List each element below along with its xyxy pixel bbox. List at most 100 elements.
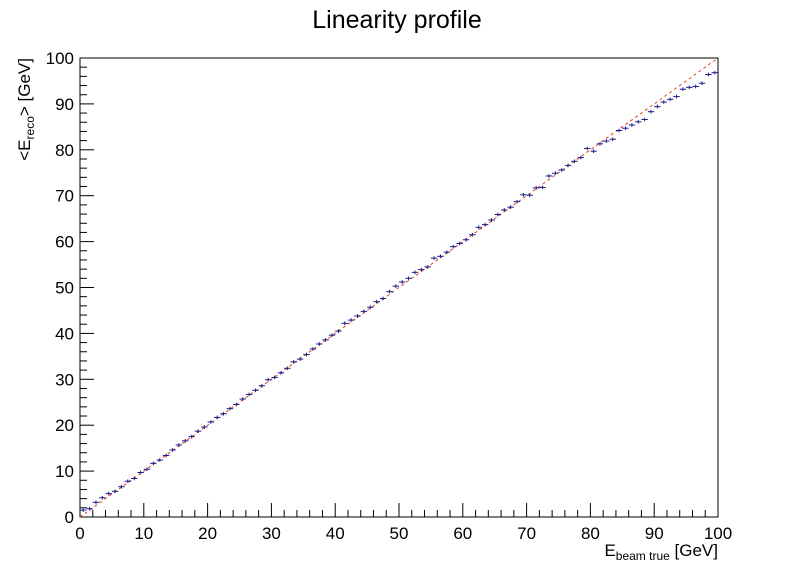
data-point	[705, 72, 712, 77]
y-tick-label: 20	[55, 416, 74, 435]
data-point	[347, 318, 355, 322]
data-point	[437, 254, 444, 259]
x-tick-label: 40	[326, 524, 345, 543]
x-axis-label-main: E	[604, 541, 615, 560]
data-point	[564, 163, 572, 168]
data-point	[373, 299, 380, 304]
data-point	[80, 508, 87, 512]
data-point	[532, 186, 540, 190]
data-point	[603, 139, 610, 143]
data-point	[309, 347, 317, 351]
data-point	[641, 117, 648, 122]
data-point	[571, 159, 578, 164]
y-tick-label: 70	[55, 187, 74, 206]
x-tick-label: 90	[645, 524, 664, 543]
data-point	[150, 461, 157, 466]
x-tick-label: 20	[198, 524, 217, 543]
data-point	[239, 397, 246, 401]
y-axis-label: <Ereco> [GeV]	[15, 58, 37, 161]
data-point	[545, 174, 553, 178]
data-point	[666, 97, 674, 102]
data-point	[679, 87, 687, 92]
y-tick-label: 10	[55, 462, 74, 481]
data-point	[379, 296, 387, 301]
data-point	[226, 406, 234, 411]
data-point	[335, 329, 342, 333]
data-point	[354, 314, 361, 318]
x-axis: 0 10 20 30 40 50 60 70 80 90 100	[75, 503, 732, 543]
data-point	[596, 141, 604, 146]
x-axis-label-unit: [GeV]	[670, 541, 718, 560]
data-point	[475, 225, 482, 230]
data-point	[622, 126, 629, 131]
x-tick-label: 30	[262, 524, 281, 543]
data-point	[169, 448, 176, 452]
data-point	[118, 484, 125, 489]
data-point	[303, 352, 310, 357]
data-point	[322, 337, 329, 342]
data-point	[526, 193, 533, 198]
data-point	[99, 495, 106, 500]
chart-title: Linearity profile	[312, 6, 482, 34]
data-point	[660, 100, 667, 104]
data-point	[156, 458, 163, 462]
data-point	[111, 489, 119, 494]
data-point	[654, 104, 661, 109]
data-point	[399, 280, 406, 284]
data-point	[284, 366, 291, 371]
data-point	[258, 383, 266, 388]
data-point	[692, 84, 699, 89]
data-point	[124, 479, 132, 484]
data-point	[143, 467, 151, 472]
data-point	[698, 81, 706, 86]
data-point	[469, 232, 476, 237]
data-point	[220, 411, 227, 416]
data-point	[494, 212, 502, 217]
data-point	[411, 270, 419, 275]
data-point	[450, 244, 457, 249]
data-point	[386, 289, 393, 294]
reference-line-group	[79, 57, 719, 518]
data-point	[456, 241, 463, 246]
data-point	[162, 453, 170, 458]
data-point	[271, 375, 278, 380]
data-point	[462, 237, 470, 242]
y-tick-label: 30	[55, 370, 74, 389]
data-point	[577, 155, 585, 160]
data-point	[137, 470, 144, 475]
data-point	[507, 205, 514, 210]
y-axis-label-prefix: <E	[15, 139, 34, 160]
data-point	[131, 476, 138, 481]
data-point	[296, 357, 304, 361]
x-tick-label: 10	[134, 524, 153, 543]
y-axis-label-suffix: > [GeV]	[15, 58, 34, 116]
x-tick-label: 100	[704, 524, 732, 543]
data-point	[520, 192, 527, 197]
data-point	[552, 171, 559, 176]
data-point	[182, 438, 189, 443]
y-axis-label-sub: reco	[23, 116, 37, 140]
data-point	[539, 185, 546, 190]
y-tick-label: 100	[46, 49, 74, 68]
data-point	[213, 415, 221, 420]
data-point	[711, 70, 718, 75]
data-point	[105, 491, 112, 496]
x-tick-label: 50	[390, 524, 409, 543]
y-tick-label: 90	[55, 95, 74, 114]
x-tick-label: 70	[517, 524, 536, 543]
x-tick-label: 0	[75, 524, 84, 543]
y-axis: 0 10 20 30 40 50 60 70 80 90 100	[46, 49, 94, 527]
x-axis-label: Ebeam true [GeV]	[604, 541, 718, 563]
data-point	[328, 333, 336, 338]
data-point	[290, 360, 297, 364]
x-minor-ticks	[92, 510, 706, 517]
data-point	[635, 119, 642, 124]
data-point	[175, 443, 183, 447]
y-tick-label: 80	[55, 141, 74, 160]
data-point	[194, 429, 202, 434]
data-point	[481, 222, 489, 227]
data-point	[501, 208, 508, 212]
data-point	[686, 85, 693, 90]
data-point	[316, 342, 323, 346]
